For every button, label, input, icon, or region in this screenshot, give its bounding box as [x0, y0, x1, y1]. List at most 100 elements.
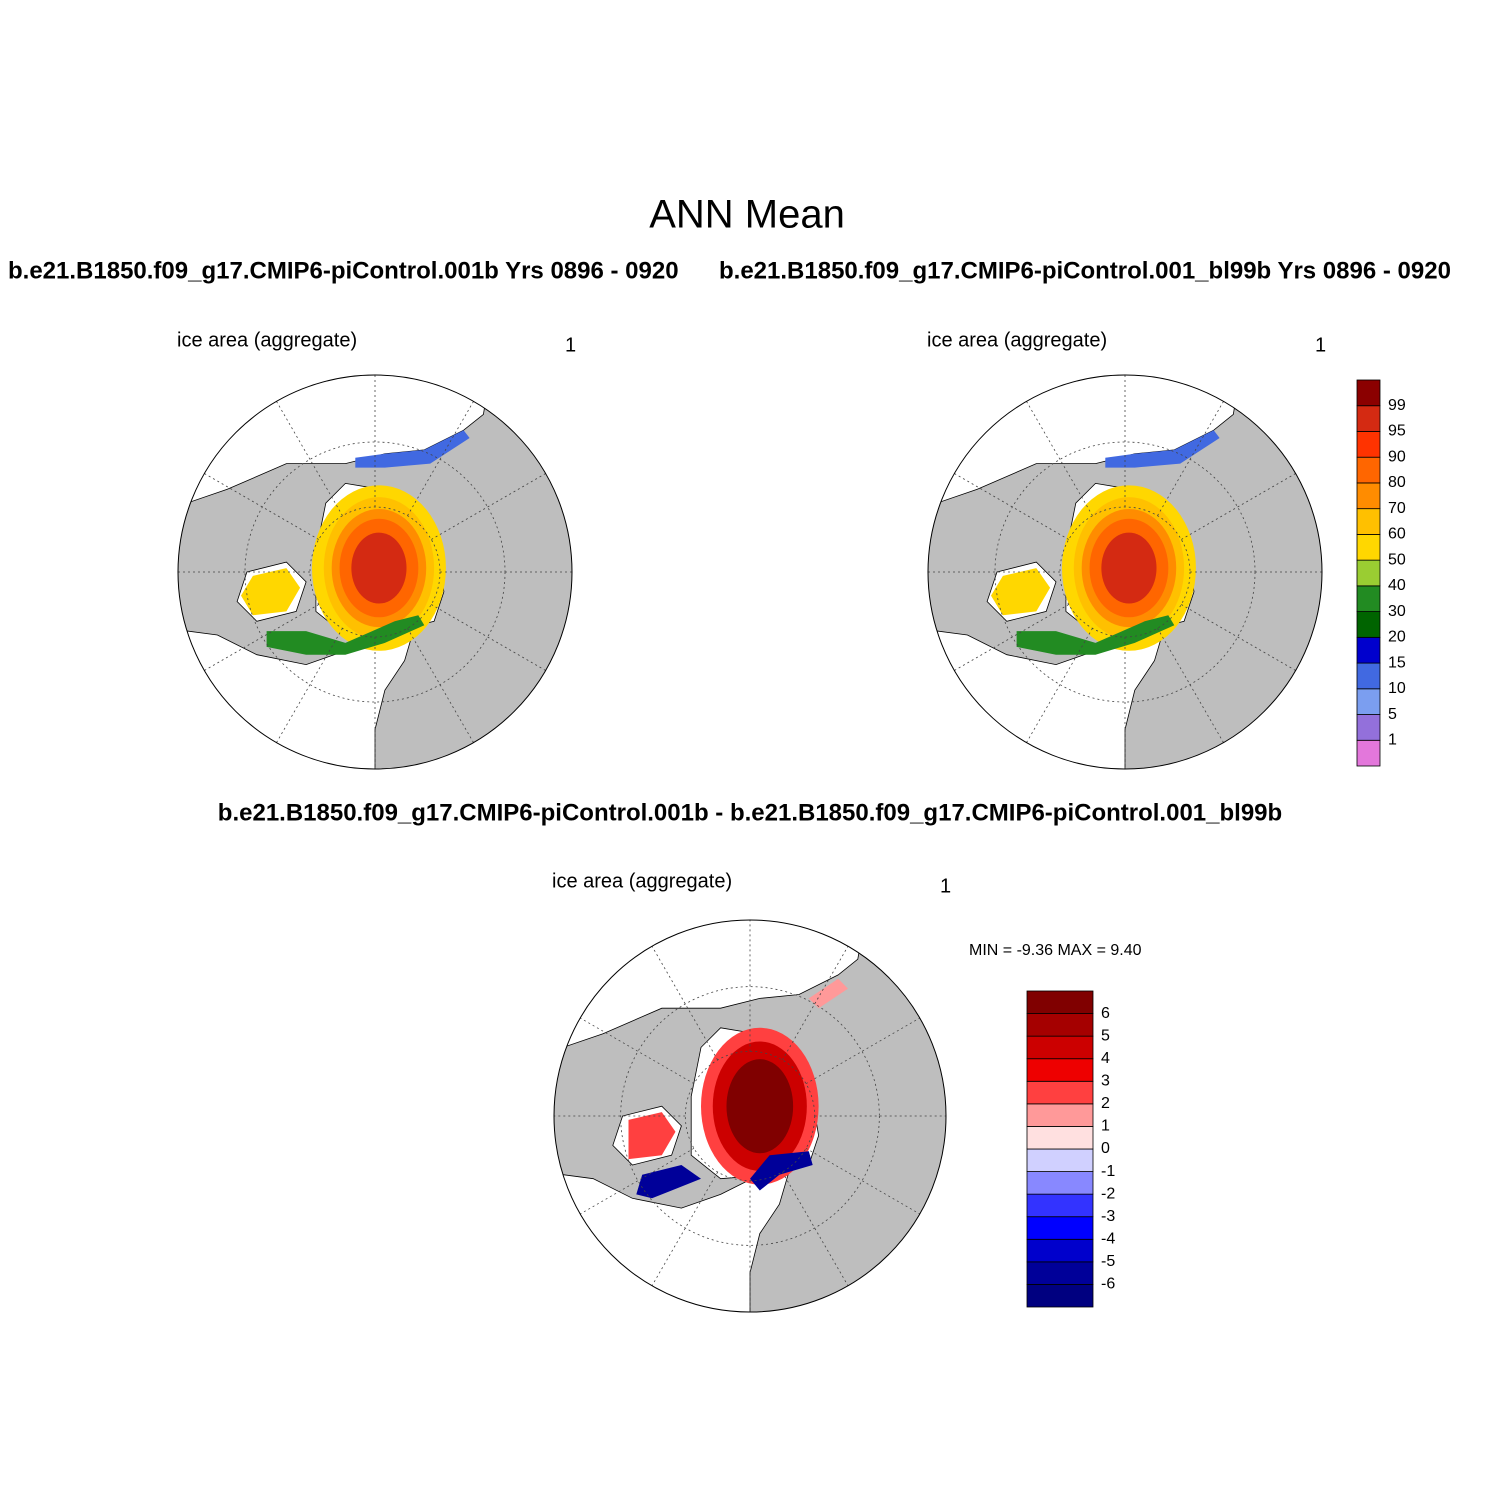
meridian-line: [781, 946, 849, 1061]
colorbar-label: 6: [1101, 1005, 1110, 1022]
colorbar-label: -5: [1101, 1253, 1115, 1270]
ice-field: [1105, 430, 1220, 468]
colorbar-box: [1026, 1103, 1094, 1127]
difference-field: [750, 1151, 813, 1191]
meridian-line: [1026, 628, 1093, 743]
colorbar-box: [1026, 1126, 1094, 1150]
colorbar-label: 70: [1388, 500, 1406, 517]
meridian-line: [431, 473, 546, 540]
colorbar-label: 90: [1388, 448, 1406, 465]
colorbar-label: 60: [1388, 526, 1406, 543]
meridian-line: [1181, 473, 1296, 540]
latitude-line: [620, 986, 880, 1246]
colorbar-label: 50: [1388, 551, 1406, 568]
colorbar-box: [1026, 1171, 1094, 1195]
colorbar-box: [1356, 739, 1381, 767]
meridian-line: [781, 1171, 849, 1286]
colorbar-box: [1356, 534, 1381, 561]
colorbar-label: 15: [1388, 654, 1406, 671]
meridian-line: [954, 604, 1069, 671]
colorbar-label: 0: [1101, 1140, 1110, 1157]
colorbar-label: 95: [1388, 423, 1406, 440]
polar-map: [554, 920, 946, 1312]
meridian-line: [407, 628, 474, 743]
colorbar-box: [1356, 662, 1381, 690]
colorbar-box: [1356, 482, 1381, 510]
colorbar-label: 3: [1101, 1073, 1110, 1090]
colorbar-label: -4: [1101, 1231, 1115, 1248]
meridian-line: [651, 946, 719, 1061]
colorbar-label: 10: [1388, 680, 1406, 697]
ice-field: [266, 615, 425, 655]
ice-field: [355, 430, 470, 468]
meridian-line: [580, 1147, 695, 1215]
colorbar-box: [1026, 990, 1094, 1014]
colorbar-box: [1356, 611, 1381, 638]
colorbar-label: -2: [1101, 1185, 1115, 1202]
colorbar-label: 40: [1388, 577, 1406, 594]
polar-map: [928, 375, 1322, 769]
colorbar-label: 4: [1101, 1050, 1110, 1067]
ice-field: [1016, 615, 1175, 655]
colorbar-box: [1026, 1238, 1094, 1263]
meridian-line: [1157, 401, 1224, 516]
colorbar-box: [1026, 1284, 1094, 1308]
map-border: [177, 374, 573, 770]
panel-subtitle: ice area (aggregate): [552, 870, 732, 892]
panel-subtitle: ice area (aggregate): [927, 329, 1107, 351]
map-border: [553, 919, 947, 1313]
difference-field: [726, 1059, 794, 1154]
meridian-line: [204, 473, 319, 540]
colorbar-box: [1356, 688, 1381, 715]
panel-units: 1: [940, 875, 951, 897]
colorbar-label: 80: [1388, 474, 1406, 491]
ice-field: [991, 568, 1051, 616]
ice-field: [1101, 532, 1157, 604]
colorbar-box: [1026, 1216, 1094, 1240]
meridian-line: [276, 628, 343, 743]
difference-field: [628, 1112, 676, 1160]
panel-title: b.e21.B1850.f09_g17.CMIP6-piControl.001_…: [719, 257, 1451, 284]
colorbar-box: [1026, 1013, 1094, 1037]
panel-title: b.e21.B1850.f09_g17.CMIP6-piControl.001b…: [8, 257, 679, 284]
colorbar-label: 2: [1101, 1095, 1110, 1112]
meridian-line: [1026, 401, 1093, 516]
colorbar-box: [1356, 431, 1381, 458]
panel-units: 1: [1315, 334, 1326, 356]
colorbar-box: [1356, 456, 1381, 484]
colorbar-label: 30: [1388, 603, 1406, 620]
colorbar-label: 5: [1101, 1027, 1110, 1044]
meridian-line: [407, 401, 474, 516]
colorbar-box: [1026, 1261, 1094, 1285]
figure-title: ANN Mean: [649, 193, 845, 237]
meridian-line: [1181, 604, 1296, 671]
colorbar-box: [1026, 1058, 1094, 1082]
colorbar-box: [1356, 405, 1381, 432]
meridian-line: [204, 604, 319, 671]
meridian-line: [431, 604, 546, 671]
meridian-line: [276, 401, 343, 516]
colorbar-label: 20: [1388, 629, 1406, 646]
polar-map: [178, 375, 572, 769]
colorbar-box: [1356, 585, 1381, 612]
colorbar-label: 1: [1388, 731, 1397, 748]
colorbar-box: [1026, 1035, 1094, 1060]
colorbar-label: -3: [1101, 1208, 1115, 1225]
colorbar-box: [1356, 559, 1381, 587]
meridian-line: [805, 1017, 920, 1085]
panel-title: b.e21.B1850.f09_g17.CMIP6-piControl.001b…: [218, 799, 1282, 826]
colorbar-box: [1356, 636, 1381, 664]
colorbar-box: [1026, 1080, 1094, 1105]
colorbar-label: 1: [1101, 1118, 1110, 1135]
colorbar-label: 99: [1388, 397, 1406, 414]
meridian-line: [954, 473, 1069, 540]
colorbar-label: -6: [1101, 1276, 1115, 1293]
ice-field: [241, 568, 301, 616]
min-max-stats: MIN = -9.36 MAX = 9.40: [969, 942, 1142, 959]
meridian-line: [580, 1017, 695, 1085]
panel-units: 1: [565, 334, 576, 356]
meridian-line: [651, 1171, 719, 1286]
colorbar-box: [1356, 379, 1381, 407]
map-border: [927, 374, 1323, 770]
